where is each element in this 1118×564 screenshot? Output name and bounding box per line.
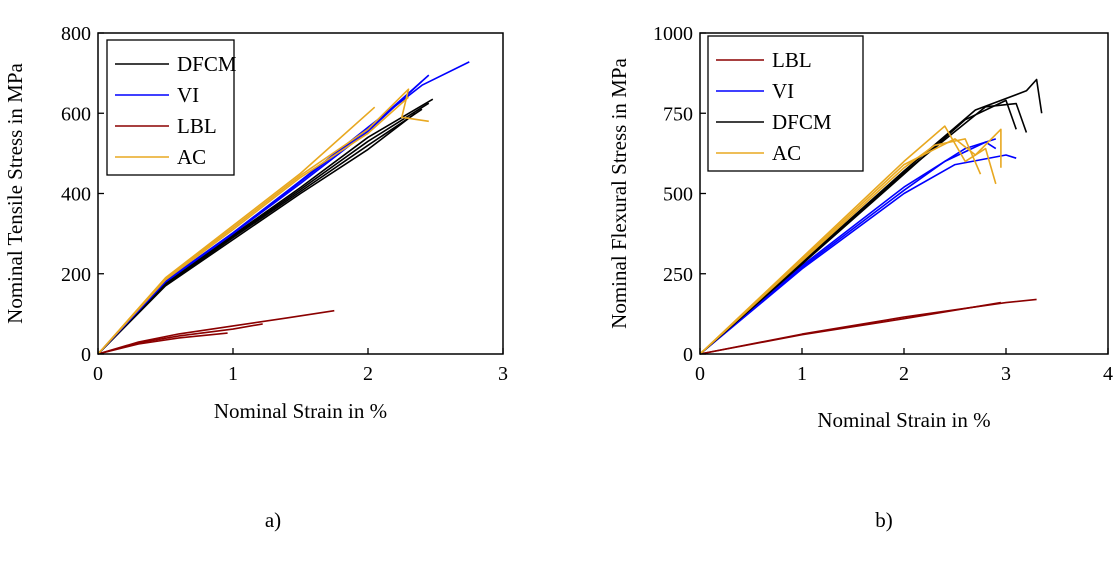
x-tick-label: 3 bbox=[498, 363, 508, 385]
legend-label-vi: VI bbox=[177, 83, 199, 107]
legend-box bbox=[106, 39, 235, 176]
legend-label-ac: AC bbox=[772, 141, 801, 165]
y-tick-label: 250 bbox=[663, 264, 693, 286]
panel-label: b) bbox=[875, 508, 893, 532]
series-line-ac-3 bbox=[699, 138, 982, 355]
series-line-vi-3 bbox=[97, 61, 470, 355]
series-lbl bbox=[699, 298, 1037, 355]
y-axis-label: Nominal Tensile Stress in MPa bbox=[3, 63, 27, 324]
series-dfcm bbox=[699, 78, 1043, 355]
x-tick-label: 2 bbox=[899, 363, 909, 385]
series-lbl bbox=[97, 309, 335, 355]
legend-label-lbl: LBL bbox=[772, 48, 812, 72]
series-line-ac-3 bbox=[97, 96, 410, 355]
series-line-vi-1 bbox=[699, 141, 997, 355]
y-axis-label: Nominal Flexural Stress in MPa bbox=[607, 57, 631, 328]
y-tick-label: 400 bbox=[61, 184, 91, 206]
series-ac bbox=[699, 125, 1002, 355]
legend: LBL VI DFCM AC bbox=[707, 35, 864, 172]
chart-panel-1: 0 1 2 3 0 200 400 600 800 Nominal Strain in % Nomi… bbox=[3, 23, 508, 532]
x-axis-label: Nominal Strain in % bbox=[214, 399, 387, 423]
series-line-ac-1 bbox=[699, 125, 997, 355]
series-line-dfcm-3 bbox=[699, 102, 1028, 355]
x-tick-label: 0 bbox=[93, 363, 103, 385]
legend-box bbox=[707, 35, 864, 172]
x-axis-label: Nominal Strain in % bbox=[817, 408, 990, 432]
series-line-lbl-3 bbox=[97, 332, 228, 355]
series-line-vi-3 bbox=[699, 138, 997, 355]
series-line-ac-2 bbox=[97, 88, 429, 355]
series-ac bbox=[97, 88, 429, 355]
chart-panel-2: 0 1 2 3 4 0 250 500 750 1000 Nominal Strain in % No… bbox=[607, 23, 1113, 532]
y-tick-label: 500 bbox=[663, 184, 693, 206]
x-tick-label: 2 bbox=[363, 363, 373, 385]
y-tick-label: 600 bbox=[61, 103, 91, 125]
series-line-lbl-2 bbox=[699, 298, 1037, 355]
y-tick-label: 800 bbox=[61, 23, 91, 45]
y-tick-label: 1000 bbox=[653, 23, 693, 45]
legend-label-dfcm: DFCM bbox=[772, 110, 832, 134]
x-tick-label: 4 bbox=[1103, 363, 1113, 385]
y-tick-label: 0 bbox=[81, 344, 91, 366]
panel-label: a) bbox=[265, 508, 281, 532]
x-tick-label: 1 bbox=[797, 363, 807, 385]
x-tick-label: 3 bbox=[1001, 363, 1011, 385]
legend-label-lbl: LBL bbox=[177, 114, 217, 138]
x-tick-label: 0 bbox=[695, 363, 705, 385]
y-tick-label: 750 bbox=[663, 103, 693, 125]
x-tick-label: 1 bbox=[228, 363, 238, 385]
y-tick-label: 200 bbox=[61, 264, 91, 286]
series-line-vi-2 bbox=[699, 154, 1017, 355]
legend: DFCM VI LBL AC bbox=[106, 39, 237, 176]
legend-label-ac: AC bbox=[177, 145, 206, 169]
series-line-ac-2 bbox=[699, 128, 1002, 355]
legend-label-dfcm: DFCM bbox=[177, 52, 237, 76]
legend-label-vi: VI bbox=[772, 79, 794, 103]
y-tick-label: 0 bbox=[683, 344, 693, 366]
